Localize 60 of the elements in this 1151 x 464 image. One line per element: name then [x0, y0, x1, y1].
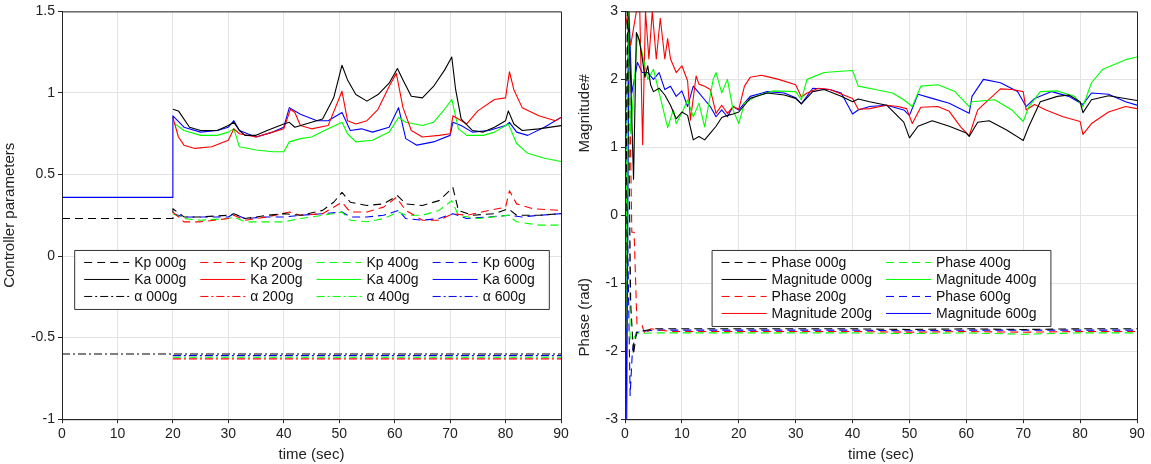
y-tick-label: 0: [610, 206, 619, 223]
x-tick-label: 50: [901, 425, 918, 442]
x-tick-label: 90: [1129, 425, 1145, 442]
legend-label: Phase 000g: [771, 254, 847, 271]
y-tick-label: 0.5: [35, 165, 56, 182]
legend-label: α 000g: [134, 288, 178, 305]
x-tick-label: 0: [621, 425, 630, 442]
legend-label: Kp 600g: [482, 254, 535, 271]
x-axis-title: time (sec): [278, 445, 345, 463]
legend-label: Ka 600g: [482, 271, 535, 288]
legend-label: Magnitude 000g: [771, 271, 873, 288]
x-axis-title: time (sec): [848, 445, 914, 463]
legend-label: α 200g: [250, 288, 294, 305]
y-tick-label: 1: [47, 83, 56, 100]
line-series: [172, 200, 561, 226]
y-tick-label: 1: [610, 138, 619, 155]
legend-label: Magnitude 200g: [771, 305, 873, 322]
x-tick-label: 70: [442, 425, 459, 442]
x-tick-label: 0: [58, 425, 67, 442]
y-axis-title: Controller parameters: [0, 142, 18, 288]
legend-label: Kp 000g: [134, 254, 187, 271]
x-tick-label: 10: [109, 425, 126, 442]
x-tick-label: 80: [497, 425, 514, 442]
x-tick-label: 10: [674, 425, 690, 442]
x-tick-label: 30: [220, 425, 237, 442]
y-tick-label: 3: [610, 2, 619, 19]
x-tick-label: 20: [165, 425, 181, 442]
y-tick-label: -1: [605, 274, 619, 291]
legend-label: Phase 400g: [936, 254, 1011, 271]
y-tick-label: -0.5: [30, 328, 56, 345]
legend-label: Phase 600g: [936, 288, 1011, 305]
x-tick-label: 40: [275, 425, 292, 442]
legend-label: Ka 200g: [250, 271, 303, 288]
y-tick-label: 0: [47, 246, 56, 263]
legend-label: α 400g: [366, 288, 410, 305]
y-tick-label: -2: [605, 342, 619, 359]
x-tick-label: 90: [553, 425, 569, 442]
y-tick-label: 1.5: [35, 2, 56, 19]
x-tick-label: 20: [730, 425, 747, 442]
y-tick-label: -1: [42, 410, 56, 427]
legend-label: Kp 400g: [366, 254, 419, 271]
x-tick-label: 40: [844, 425, 861, 442]
legend-label: Ka 400g: [366, 271, 419, 288]
legend-label: Phase 200g: [771, 288, 847, 305]
x-tick-label: 30: [787, 425, 804, 442]
legend-label: α 600g: [482, 288, 526, 305]
legend-label: Magnitude 400g: [936, 271, 1037, 288]
x-tick-label: 60: [958, 425, 975, 442]
x-tick-label: 50: [331, 425, 348, 442]
y-tick-label: -3: [605, 410, 619, 427]
y-tick-label: 2: [610, 70, 619, 87]
line-series: [172, 190, 561, 223]
x-tick-label: 70: [1015, 425, 1032, 442]
legend-label: Kp 200g: [250, 254, 303, 271]
legend-label: Magnitude 600g: [936, 305, 1037, 322]
x-tick-label: 80: [1072, 425, 1089, 442]
text: Phase (rad): [575, 278, 593, 357]
y-axis-title: Magnitude#: [575, 73, 593, 153]
legend-label: Ka 000g: [134, 271, 187, 288]
x-tick-label: 60: [386, 425, 403, 442]
